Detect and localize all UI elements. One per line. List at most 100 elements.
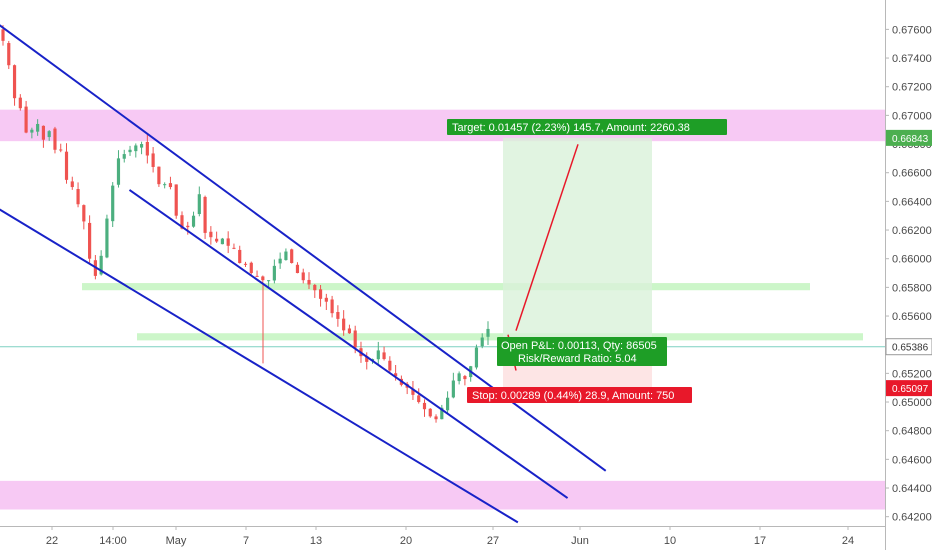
candle-body [394, 373, 398, 377]
candle-body [445, 397, 450, 411]
candle-body [1, 29, 5, 41]
candle-body [243, 263, 248, 265]
price-tag-bg [886, 380, 932, 397]
candle-body [174, 184, 178, 216]
candle-body [99, 255, 103, 275]
time-tick-label: May [166, 535, 187, 547]
candle-body [440, 407, 444, 420]
price-tick-label: 0.66400 [892, 196, 932, 208]
price-tick-label: 0.64600 [892, 454, 932, 466]
time-tick-label: 14:00 [99, 535, 127, 547]
candle-body [47, 131, 51, 138]
candle-body [261, 276, 265, 281]
candle-body [284, 251, 288, 261]
level-zone-2 [82, 283, 810, 291]
candle-body [422, 402, 427, 410]
candle-body [347, 328, 352, 334]
target-zone [503, 137, 652, 347]
candle-body [451, 380, 455, 398]
time-tick-label: 13 [310, 535, 322, 547]
candle-body [151, 153, 155, 167]
time-tick-label: 27 [487, 535, 499, 547]
candle-body [186, 225, 190, 228]
pnl-label-line2: Risk/Reward Ratio: 5.04 [518, 353, 637, 365]
price-tick-label: 0.65800 [892, 282, 932, 294]
candle-body [353, 330, 357, 348]
level-zone-3 [137, 333, 863, 341]
candle-body [82, 205, 86, 222]
candle-body [267, 280, 271, 282]
candle-body [388, 360, 392, 371]
price-tick-label: 0.64400 [892, 483, 932, 495]
time-tick-label: 22 [46, 535, 58, 547]
price-tick-label: 0.67600 [892, 24, 932, 36]
target-label-bg [447, 119, 727, 135]
candle-body [365, 356, 369, 362]
candle-body [434, 416, 438, 420]
candle-body [116, 158, 121, 185]
position-labels-layer: Target: 0.01457 (2.23%) 145.7, Amount: 2… [447, 119, 727, 403]
candle-body [457, 373, 461, 382]
price-tag-bg [886, 129, 932, 146]
candle-body [336, 312, 340, 319]
target-label-text: Target: 0.01457 (2.23%) 145.7, Amount: 2… [452, 122, 690, 134]
candle-body [307, 279, 311, 285]
candle-body [486, 328, 490, 337]
candle-body [157, 166, 161, 185]
target-label: Target: 0.01457 (2.23%) 145.7, Amount: 2… [447, 119, 727, 135]
price-tag-label: 0.66843 [892, 134, 929, 145]
pnl-label: Open P&L: 0.00113, Qty: 86505Risk/Reward… [497, 337, 667, 366]
candle-body [7, 43, 11, 66]
resistance-zone-0 [0, 109, 885, 142]
candle-body [249, 262, 253, 274]
pnl-label-line1: Open P&L: 0.00113, Qty: 86505 [501, 340, 657, 352]
candle-body [70, 181, 74, 188]
stop-label-bg [467, 387, 692, 403]
candle-body [105, 218, 109, 258]
stop-label: Stop: 0.00289 (0.44%) 28.9, Amount: 750 [467, 387, 692, 403]
time-tick-label: 17 [754, 535, 766, 547]
candle-body [295, 264, 300, 274]
support-zone-1 [0, 480, 885, 510]
zones-layer [0, 109, 885, 510]
time-tick-label: 20 [400, 535, 412, 547]
candle-body [59, 149, 63, 151]
price-tick-label: 0.67000 [892, 110, 932, 122]
candle-body [111, 185, 115, 222]
candle-body [191, 215, 196, 227]
candle-body [301, 272, 305, 281]
price-tick-label: 0.65200 [892, 368, 932, 380]
candle-body [36, 123, 40, 132]
candle-body [238, 249, 242, 263]
candle-body [272, 265, 276, 281]
candle-body [30, 129, 34, 133]
candle-body [463, 376, 467, 380]
candle-body [428, 408, 432, 417]
candle-body [12, 65, 17, 99]
candle-body [76, 189, 80, 205]
price-tick-label: 0.64800 [892, 426, 932, 438]
candle-body [180, 215, 184, 229]
candle-body [255, 275, 259, 277]
stop-label-text: Stop: 0.00289 (0.44%) 28.9, Amount: 750 [472, 390, 674, 402]
candle-body [203, 196, 207, 233]
candle-body [215, 238, 219, 242]
candle-body [232, 247, 236, 249]
candle-body [24, 106, 28, 133]
pnl-label-bg [497, 337, 667, 366]
candle-body [324, 297, 328, 302]
time-tick-label: 10 [664, 535, 676, 547]
price-tick-label: 0.66200 [892, 225, 932, 237]
candle-body [411, 388, 415, 395]
candle-body [290, 249, 294, 263]
candle-body [313, 284, 317, 291]
candle-body [382, 352, 386, 360]
candle-body [41, 125, 46, 140]
price-tick-label: 0.64200 [892, 512, 932, 524]
candle-body [168, 183, 173, 188]
price-tick-label: 0.66000 [892, 254, 932, 266]
candle-body [330, 299, 334, 314]
candle-body [480, 337, 484, 347]
